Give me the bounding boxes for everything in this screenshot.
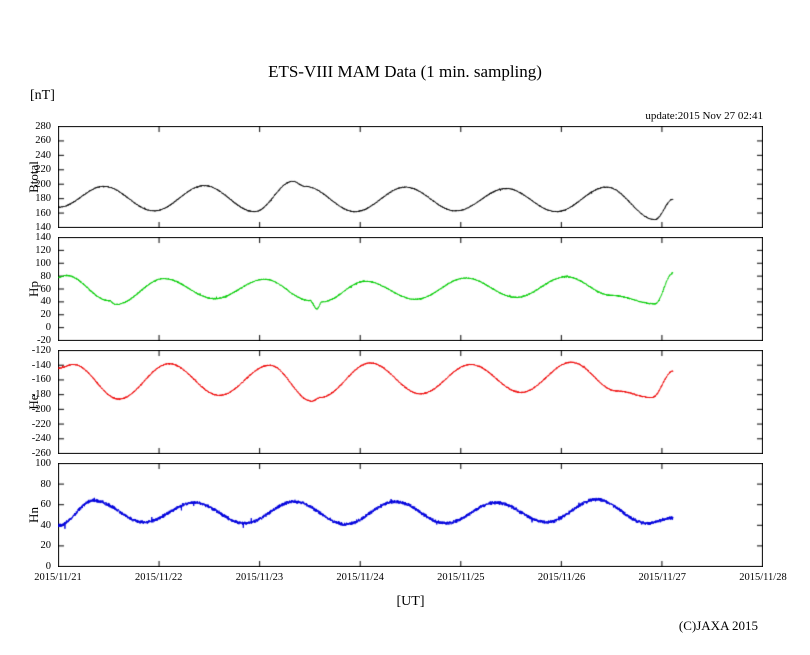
- y-tick-label: 200: [35, 178, 51, 190]
- y-tick-label: -120: [31, 345, 51, 356]
- copyright-label: (C)JAXA 2015: [678, 618, 758, 633]
- y-tick-label: 140: [35, 222, 51, 233]
- y-tick-label: 40: [40, 519, 52, 531]
- hn-plot-canvas: [58, 463, 763, 567]
- x-axis-label: [UT]: [396, 594, 425, 609]
- panel-btotal: Btotal 280 260 240 220 200 180 160 140: [26, 121, 763, 233]
- y-tick-label: 240: [35, 149, 51, 161]
- x-tick-label: 2015/11/25: [437, 572, 485, 583]
- y-tick-label: 160: [35, 207, 51, 219]
- x-tick-label: 2015/11/22: [134, 572, 183, 583]
- hp-plot-canvas: [58, 237, 763, 341]
- x-tick-label: 2015/11/28: [739, 572, 787, 583]
- y-tick-label: -160: [31, 374, 51, 386]
- y-tick-label: 220: [35, 164, 51, 176]
- y-tick-label: 60: [40, 283, 52, 295]
- x-tick-label: 2015/11/21: [34, 572, 82, 583]
- x-axis-tick-labels: 2015/11/21 2015/11/22 2015/11/23 2015/11/24…: [0, 572, 810, 586]
- y-tick-label: -20: [37, 335, 51, 346]
- y-tick-label: 100: [35, 257, 51, 269]
- x-tick-label: 2015/11/24: [336, 572, 384, 583]
- y-unit-label: [nT]: [30, 88, 55, 103]
- y-tick-label: -180: [31, 389, 51, 401]
- y-tick-label: 40: [40, 296, 52, 308]
- y-tick-label: 80: [40, 478, 52, 490]
- y-tick-label: 280: [35, 121, 51, 132]
- y-tick-label: 20: [40, 309, 52, 321]
- y-tick-label: 60: [40, 499, 52, 511]
- y-tick-label: 100: [35, 458, 51, 469]
- update-timestamp: update:2015 Nov 27 02:41: [645, 110, 763, 122]
- y-tick-label: 80: [40, 270, 52, 282]
- btotal-plot-canvas: [58, 126, 763, 228]
- y-tick-label: -220: [31, 418, 51, 430]
- y-tick-label: 0: [45, 322, 51, 334]
- y-tick-label: -260: [31, 448, 51, 459]
- x-tick-label: 2015/11/23: [235, 572, 284, 583]
- y-tick-label: 260: [35, 135, 51, 147]
- panel-hp: Hp 140 120 100 80 60 40 20 0 -20: [26, 232, 763, 346]
- panel-hn: Hn 100 80 60 40 20 0: [26, 458, 763, 572]
- y-tick-label: 140: [35, 232, 51, 243]
- he-plot-canvas: [58, 350, 763, 454]
- y-tick-label: 180: [35, 193, 51, 205]
- x-tick-label: 2015/11/26: [537, 572, 586, 583]
- y-tick-label: 120: [35, 244, 51, 256]
- y-tick-label: 20: [40, 540, 52, 552]
- y-tick-label: -240: [31, 433, 51, 445]
- chart-title: ETS-VIII MAM Data (1 min. sampling): [268, 62, 542, 81]
- y-tick-label: -140: [31, 359, 51, 371]
- y-tick-label: 0: [45, 561, 51, 572]
- y-tick-label: -200: [31, 403, 51, 415]
- panel-he: He -120 -140 -160 -180 -200 -220 -240 -260: [26, 345, 763, 459]
- x-tick-label: 2015/11/27: [638, 572, 686, 583]
